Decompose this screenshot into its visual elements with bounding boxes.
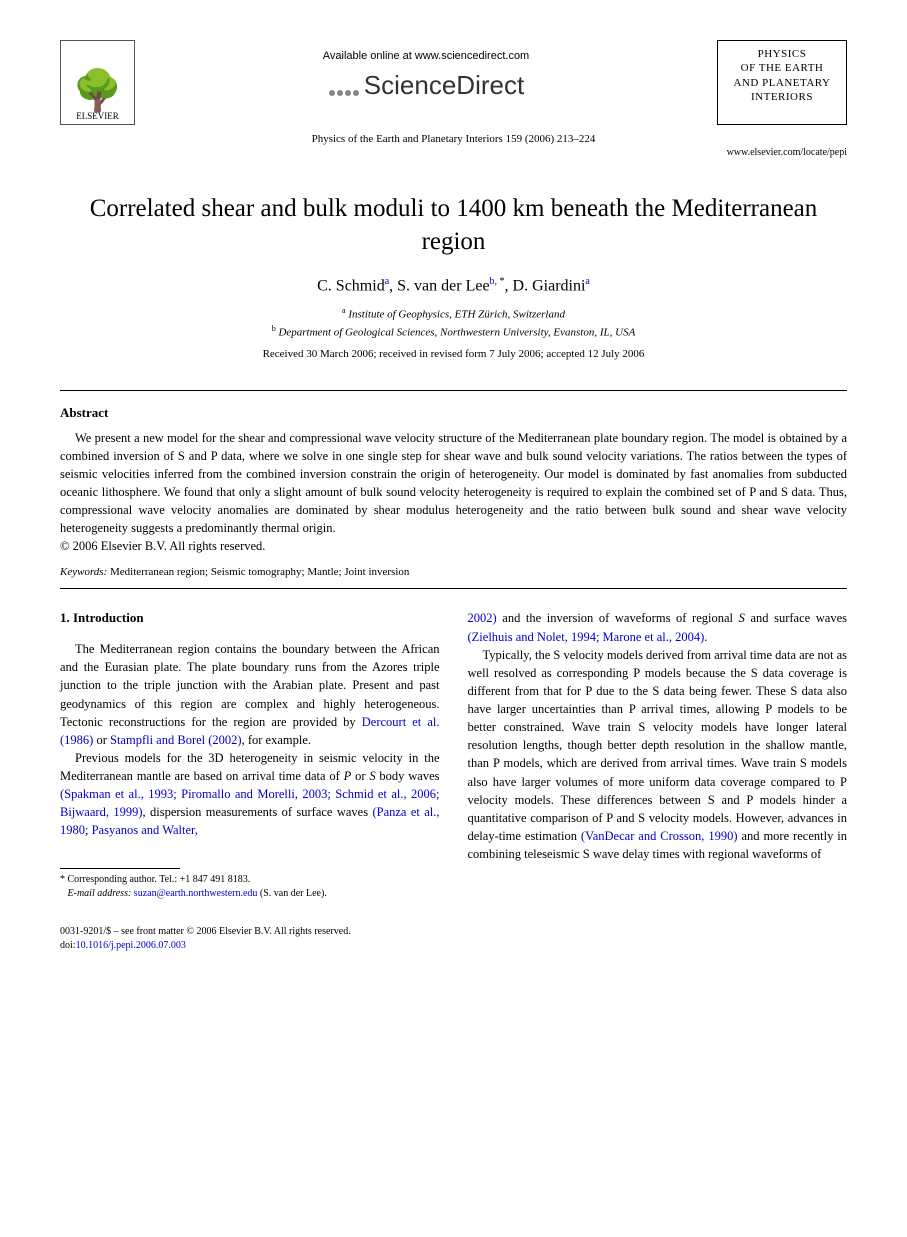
keywords-label: Keywords: (60, 566, 107, 578)
section-heading-intro: 1. Introduction (60, 609, 440, 628)
sciencedirect-logo: ScienceDirect (135, 70, 717, 103)
keywords-line: Keywords: Mediterranean region; Seismic … (60, 566, 847, 578)
intro-para-2-cont: 2002) and the inversion of waveforms of … (468, 609, 848, 645)
abstract-heading: Abstract (60, 405, 847, 421)
article-title: Correlated shear and bulk moduli to 1400… (60, 193, 847, 258)
author-2-affil: b, (490, 276, 498, 287)
elsevier-logo: 🌳 ELSEVIER (60, 40, 135, 125)
author-3-affil: a (585, 276, 589, 287)
body-columns: 1. Introduction The Mediterranean region… (60, 609, 847, 900)
journal-title-box: PHYSICS OF THE EARTH AND PLANETARY INTER… (717, 40, 847, 125)
abstract-copyright: © 2006 Elsevier B.V. All rights reserved… (60, 539, 847, 554)
corresponding-footnote: * Corresponding author. Tel.: +1 847 491… (60, 873, 440, 901)
corresponding-star-icon: * (497, 276, 505, 287)
journal-line-3: AND PLANETARY (734, 76, 831, 90)
author-2: S. van der Lee (397, 277, 489, 294)
authors-line: C. Schmida, S. van der Leeb, *, D. Giard… (60, 276, 847, 295)
elsevier-label: ELSEVIER (76, 111, 119, 121)
email-link[interactable]: suzan@earth.northwestern.edu (134, 888, 258, 899)
keywords-text: Mediterranean region; Seismic tomography… (110, 566, 409, 578)
author-3: D. Giardini (513, 277, 586, 294)
abstract-text: We present a new model for the shear and… (60, 429, 847, 538)
intro-para-3: Typically, the S velocity models derived… (468, 646, 848, 864)
ref-zielhuis[interactable]: (Zielhuis and Nolet, 1994; Marone et al.… (468, 630, 705, 644)
article-dates: Received 30 March 2006; received in revi… (60, 348, 847, 360)
affiliations: a Institute of Geophysics, ETH Zürich, S… (60, 305, 847, 341)
journal-line-2: OF THE EARTH (741, 61, 824, 75)
affiliation-a: a Institute of Geophysics, ETH Zürich, S… (60, 305, 847, 323)
ref-stampfli[interactable]: Stampfli and Borel (2002) (110, 733, 242, 747)
sciencedirect-block: Available online at www.sciencedirect.co… (135, 40, 717, 103)
intro-para-2: Previous models for the 3D heterogeneity… (60, 749, 440, 840)
footer: 0031-9201/$ – see front matter © 2006 El… (60, 925, 847, 953)
footnote-corr: * Corresponding author. Tel.: +1 847 491… (60, 873, 440, 887)
doi-link[interactable]: 10.1016/j.pepi.2006.07.003 (76, 940, 186, 951)
ref-2002[interactable]: 2002) (468, 611, 497, 625)
divider (60, 390, 847, 391)
intro-para-1: The Mediterranean region contains the bo… (60, 640, 440, 749)
sciencedirect-dots-icon (328, 72, 360, 103)
citation-line: Physics of the Earth and Planetary Inter… (60, 133, 847, 145)
footnote-separator (60, 868, 180, 869)
journal-line-1: PHYSICS (758, 47, 807, 61)
journal-url[interactable]: www.elsevier.com/locate/pepi (60, 147, 847, 158)
footnote-email-line: E-mail address: suzan@earth.northwestern… (60, 887, 440, 901)
header-row: 🌳 ELSEVIER Available online at www.scien… (60, 40, 847, 125)
author-1: C. Schmid (317, 277, 385, 294)
footer-copyright: 0031-9201/$ – see front matter © 2006 El… (60, 925, 847, 939)
column-right: 2002) and the inversion of waveforms of … (468, 609, 848, 900)
footer-doi-line: doi:10.1016/j.pepi.2006.07.003 (60, 939, 847, 953)
column-left: 1. Introduction The Mediterranean region… (60, 609, 440, 900)
elsevier-tree-icon: 🌳 (73, 71, 123, 111)
sciencedirect-text: ScienceDirect (364, 70, 524, 100)
affiliation-b: b Department of Geological Sciences, Nor… (60, 323, 847, 341)
available-online-text: Available online at www.sciencedirect.co… (135, 50, 717, 62)
divider (60, 588, 847, 589)
journal-line-4: INTERIORS (751, 90, 813, 104)
author-1-affil: a (385, 276, 389, 287)
ref-vandecar[interactable]: (VanDecar and Crosson, 1990) (581, 829, 738, 843)
